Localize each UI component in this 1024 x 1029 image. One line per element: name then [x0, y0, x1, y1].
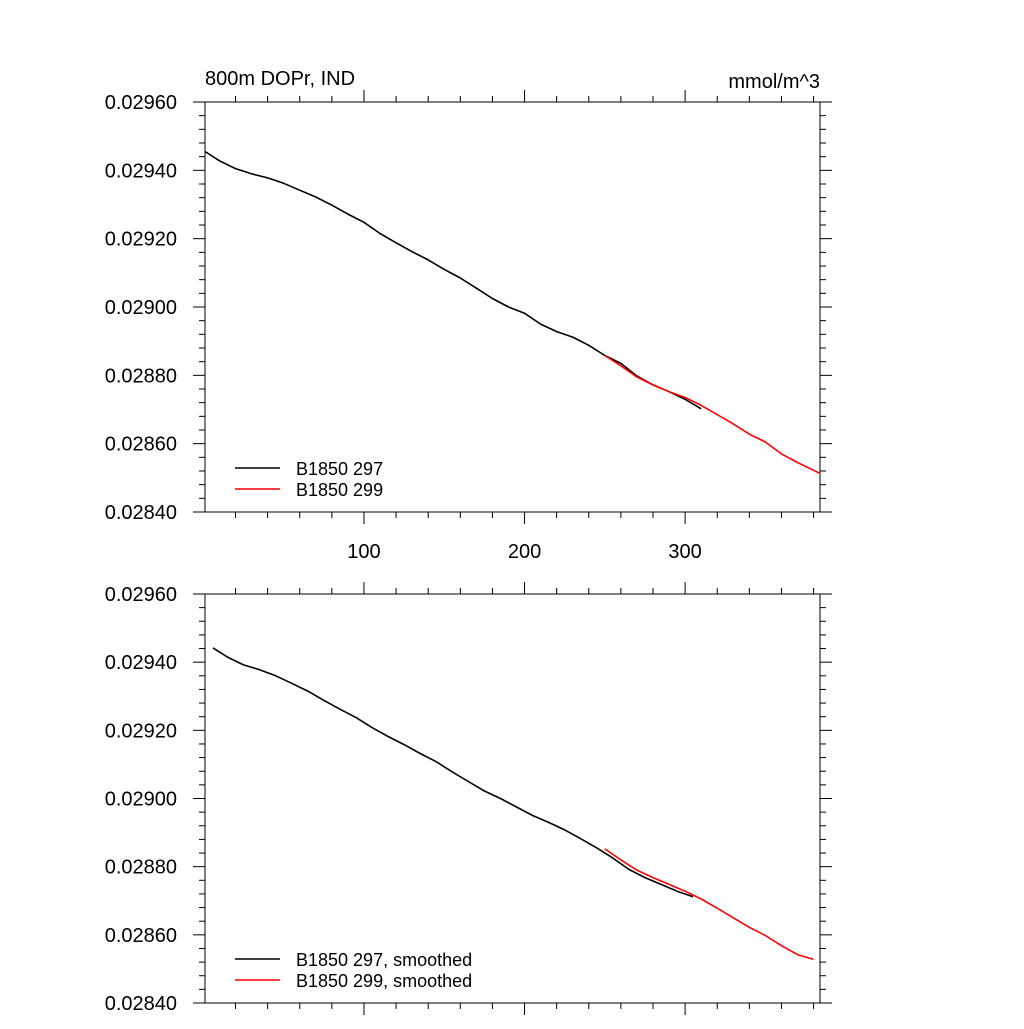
y-tick-label: 0.02840 — [105, 502, 177, 524]
y-tick-label: 0.02860 — [105, 434, 177, 456]
legend-label: B1850 297 — [296, 459, 383, 479]
y-tick-label: 0.02940 — [105, 652, 177, 674]
y-tick-label: 0.02880 — [105, 857, 177, 879]
series-line-b1850-297 — [212, 647, 694, 898]
chart-title: 800m DOPr, IND — [205, 68, 355, 90]
x-tick-label: 300 — [668, 541, 701, 563]
y-tick-label: 0.02960 — [105, 584, 177, 606]
series-line-b1850-299 — [604, 848, 814, 961]
x-tick-label: 200 — [508, 541, 541, 563]
plot-frame — [204, 101, 821, 513]
y-tick-label: 0.02920 — [105, 229, 177, 251]
y-tick-label: 0.02900 — [105, 297, 177, 319]
series-line-b1850-297 — [204, 150, 702, 410]
legend-label: B1850 297, smoothed — [296, 950, 472, 970]
y-tick-label: 0.02880 — [105, 365, 177, 387]
y-tick-label: 0.02920 — [105, 720, 177, 742]
legend-label: B1850 299, smoothed — [296, 971, 472, 991]
y-tick-label: 0.02900 — [105, 789, 177, 811]
legend-label: B1850 299 — [296, 480, 383, 500]
y-tick-label: 0.02960 — [105, 92, 177, 114]
y-tick-label: 0.02840 — [105, 993, 177, 1015]
chart-panel-top: 0.02840 0.02860 0.02880 0.02900 0.02920 0.029… — [105, 68, 832, 563]
plot-frame — [204, 593, 821, 1004]
y-tick-label: 0.02940 — [105, 160, 177, 182]
series-line-b1850-299 — [604, 354, 821, 475]
x-tick-label: 100 — [347, 541, 380, 563]
chart-panel-bottom: 0.02840 0.02860 0.02880 0.02900 0.02920 0.029… — [105, 582, 832, 1015]
y-tick-label: 0.02860 — [105, 925, 177, 947]
units-label: mmol/m^3 — [728, 71, 820, 93]
